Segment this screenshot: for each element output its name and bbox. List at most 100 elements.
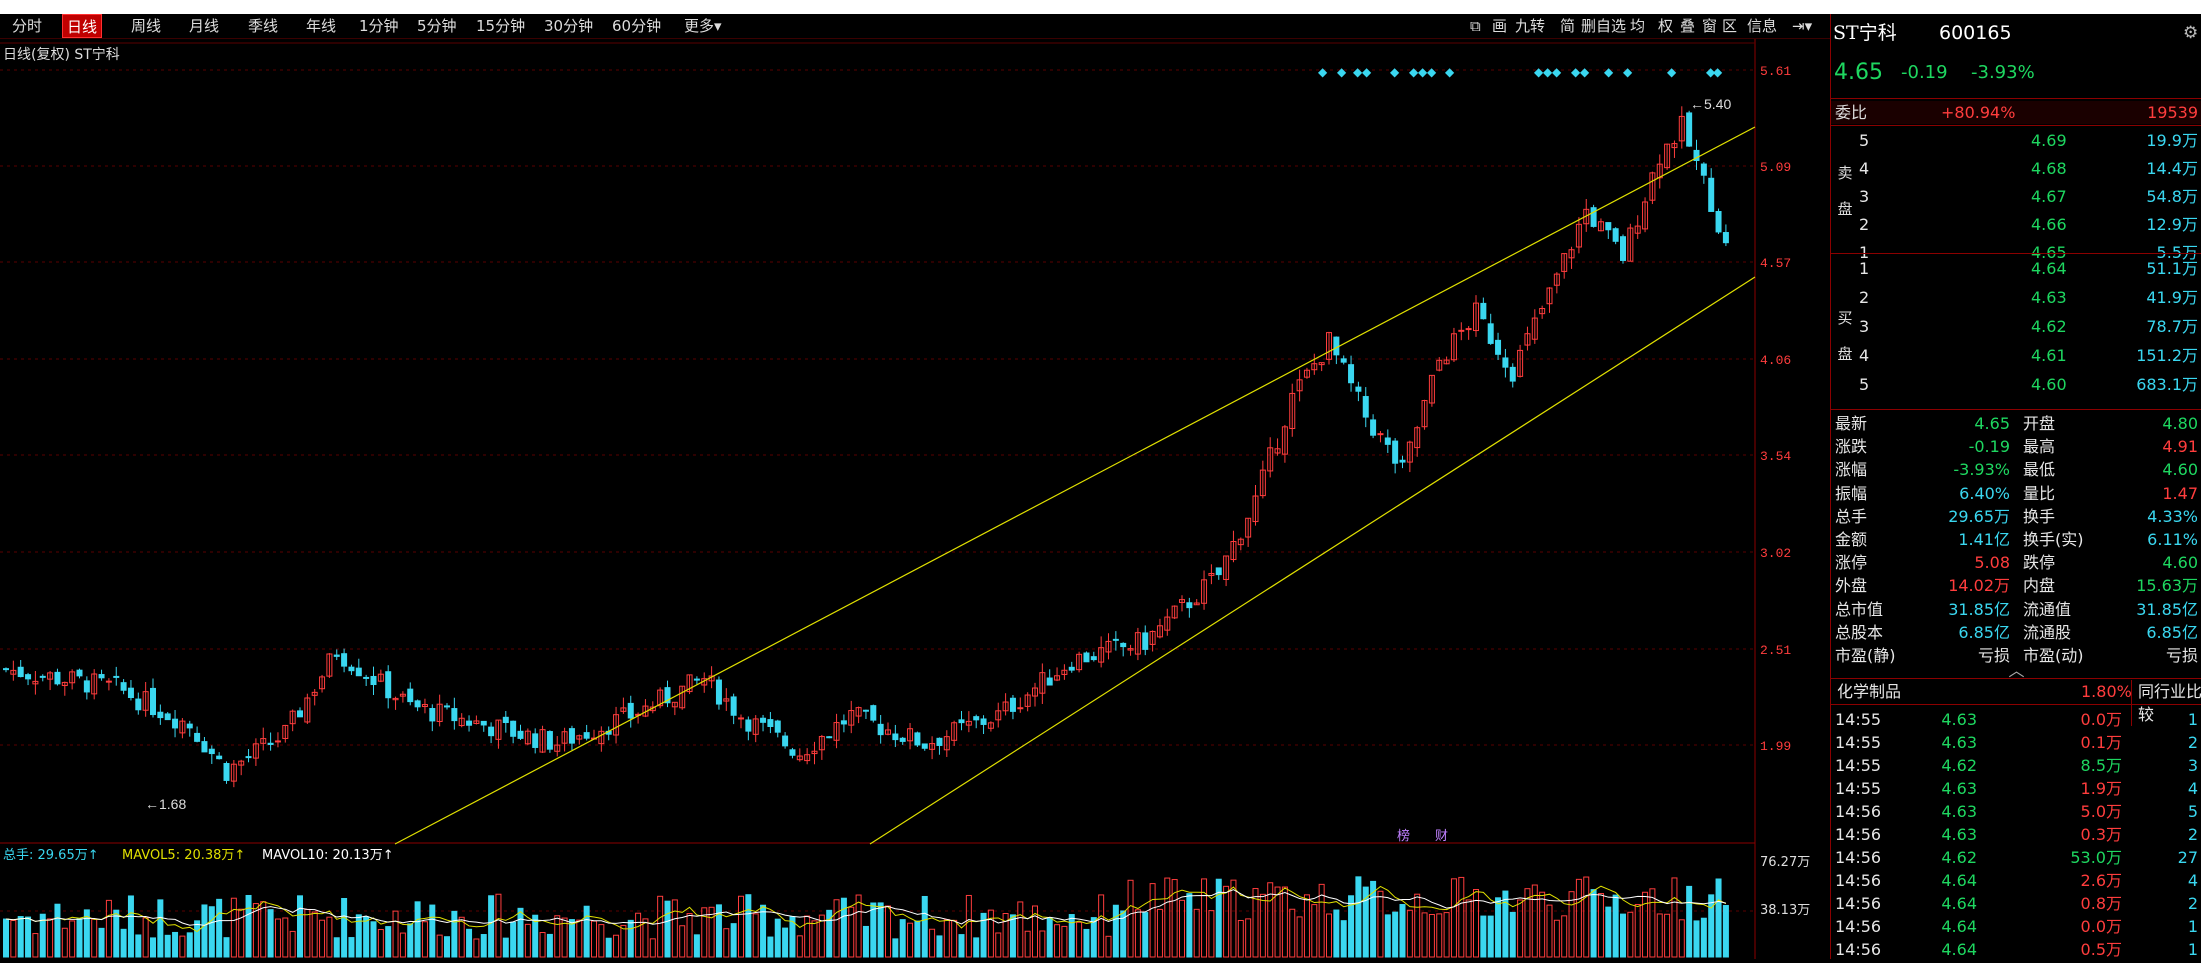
kline-chart[interactable]: 5.61 5.09 4.57 4.06 3.54 3.02 2.51 1.99 日线(复权) S… (0, 39, 1830, 959)
candle (150, 687, 156, 716)
candle (627, 702, 634, 719)
chart-title: 日线(复权) ST宁科 (3, 46, 120, 63)
period-tab-9[interactable]: 30分钟 (544, 17, 594, 35)
tool-1[interactable]: 九转 (1515, 17, 1546, 35)
candle (1590, 207, 1597, 227)
volume-bar (1480, 915, 1487, 958)
period-tab-3[interactable]: 月线 (189, 17, 220, 35)
period-tab-7[interactable]: 5分钟 (417, 17, 457, 35)
candle (245, 756, 252, 759)
candle (1524, 333, 1531, 346)
kline-chart-area[interactable]: 5.61 5.09 4.57 4.06 3.54 3.02 2.51 1.99 日线(复权) S… (0, 39, 1830, 959)
volume-bar (1700, 917, 1707, 958)
volume-bar (341, 897, 348, 958)
candle (458, 717, 465, 727)
candle (10, 669, 17, 675)
volume-bar (444, 936, 450, 958)
collapse-icon[interactable]: ︿ (2008, 661, 2025, 680)
volume-bar (1201, 878, 1208, 958)
period-tab-5[interactable]: 年线 (306, 17, 337, 35)
candle (892, 733, 899, 741)
volume-bar (32, 933, 39, 958)
period-tab-11[interactable]: 更多▾ (684, 17, 722, 35)
tick-row: 14:56 4.64 0.0万 1 (1835, 917, 2198, 936)
tool-5[interactable]: 权 (1658, 17, 1674, 35)
volume-bar (451, 910, 458, 958)
candle (1546, 287, 1553, 305)
tool-3[interactable]: 删自选 (1581, 17, 1627, 35)
period-tab-6[interactable]: 1分钟 (359, 17, 399, 35)
candle (973, 716, 980, 721)
candle (995, 710, 1002, 721)
gear-icon[interactable]: ⚙ (2183, 23, 2199, 43)
stat-row: 最新 4.65 开盘 4.80 (1835, 414, 2198, 433)
volume-bar (208, 906, 215, 958)
volume-bar (1620, 913, 1626, 958)
volume-bar (1678, 919, 1685, 958)
volume-bar (216, 898, 223, 958)
webi-diff: 19539 (2147, 103, 2198, 122)
tool-7[interactable]: 窗 (1702, 17, 1718, 35)
candle (1597, 221, 1604, 232)
period-tab-1[interactable]: 日线 (62, 14, 103, 38)
volume-bar (1458, 876, 1465, 958)
volume-bar (1605, 906, 1612, 958)
candle (1179, 599, 1185, 603)
candle (1289, 392, 1296, 430)
bid-level: 2 4.63 41.9万 (1859, 288, 2198, 307)
tool-0[interactable]: 画 (1492, 17, 1508, 35)
volume-bar (1583, 876, 1590, 958)
low-label: ←1.68 (145, 796, 186, 812)
volume-bar (194, 920, 201, 958)
volume-bar (1245, 918, 1252, 958)
period-toolbar: 分时 日线 周线 月线 季线 年线 1分钟 5分钟 15分钟 30分钟 60分钟 更多▾ 画九转简删自选… (0, 14, 1830, 39)
signal-marker: ◆ (1713, 65, 1723, 79)
period-tab-8[interactable]: 15分钟 (476, 17, 526, 35)
candle (98, 674, 105, 679)
candle (1142, 632, 1149, 650)
candle (671, 701, 678, 708)
volume-bar (333, 937, 340, 958)
volume-bar (1002, 913, 1009, 958)
candle (1370, 419, 1377, 436)
candle (1377, 433, 1384, 436)
period-tab-4[interactable]: 季线 (248, 17, 279, 35)
tool-9[interactable]: 信息 (1747, 17, 1778, 35)
volume-bar (862, 925, 869, 958)
tool-6[interactable]: 叠 (1680, 17, 1696, 35)
volume-bar (664, 900, 671, 958)
tool-8[interactable]: 区 (1722, 17, 1738, 35)
volume-bar (1465, 899, 1472, 958)
period-tab-2[interactable]: 周线 (131, 17, 162, 35)
volume-total-label: 总手: 29.65万↑ (3, 848, 99, 863)
tool-4[interactable]: 均 (1630, 17, 1646, 35)
volume-bar (789, 916, 796, 958)
signal-marker: ◆ (1409, 65, 1419, 79)
industry-compare-button[interactable]: 同行业比较 (2131, 680, 2201, 726)
volume-ma10-line (5, 889, 1727, 926)
exit-icon[interactable]: ⇥▾ (1792, 17, 1813, 35)
candle (1509, 366, 1516, 382)
signal-marker: ◆ (1552, 65, 1562, 79)
candle (69, 671, 76, 684)
period-tab-0[interactable]: 分时 (12, 17, 43, 35)
candle (341, 653, 348, 667)
candle (1355, 386, 1362, 392)
volume-bar (1517, 899, 1524, 958)
copy-icon[interactable]: ⧉ (1470, 17, 1481, 35)
price-change: -0.19 (1901, 62, 1948, 83)
volume-bar (1223, 885, 1230, 958)
period-tab-10[interactable]: 60分钟 (612, 17, 662, 35)
volume-bar (1208, 910, 1215, 958)
candle (951, 722, 958, 741)
volume-bar (282, 917, 289, 958)
volume-bar (17, 916, 24, 958)
candle (870, 705, 877, 721)
volume-bar (1384, 914, 1391, 958)
volume-bar (267, 909, 274, 958)
volume-bar (1634, 903, 1641, 958)
volume-bar (767, 936, 774, 958)
candle (216, 755, 223, 760)
tool-2[interactable]: 简 (1560, 17, 1576, 35)
volume-bar (127, 895, 134, 958)
